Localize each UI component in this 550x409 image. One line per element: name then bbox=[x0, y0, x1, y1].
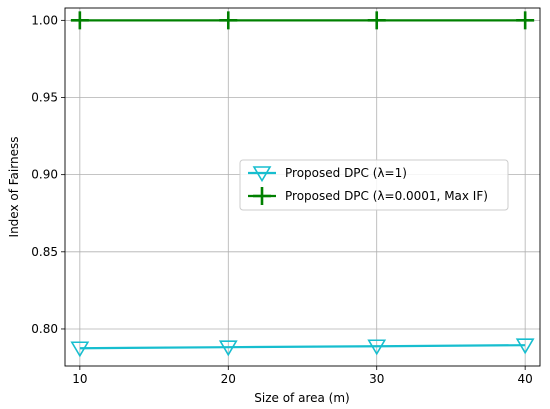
series-1 bbox=[70, 338, 535, 358]
series bbox=[70, 11, 535, 358]
x-tick-label: 40 bbox=[518, 372, 533, 386]
y-tick-label: 0.95 bbox=[31, 91, 58, 105]
legend: Proposed DPC (λ=1) Proposed DPC (λ=0.0001… bbox=[239, 159, 509, 211]
x-axis-ticks: 10 20 30 40 bbox=[72, 366, 533, 386]
legend-box bbox=[239, 159, 509, 211]
y-axis-ticks: 0.80 0.85 0.90 0.95 1.00 bbox=[31, 13, 65, 336]
y-tick-label: 0.85 bbox=[31, 245, 58, 259]
legend-entry: Proposed DPC (λ=0.0001, Max IF) bbox=[248, 187, 488, 205]
x-tick-label: 30 bbox=[369, 372, 384, 386]
legend-marker bbox=[252, 166, 272, 183]
data-point bbox=[218, 340, 238, 357]
data-point bbox=[516, 11, 535, 30]
data-point bbox=[515, 338, 535, 355]
data-point bbox=[367, 11, 386, 30]
data-point bbox=[367, 339, 387, 356]
x-tick-label: 10 bbox=[72, 372, 87, 386]
y-axis-label: Index of Fairness bbox=[7, 137, 21, 238]
x-tick-label: 20 bbox=[221, 372, 236, 386]
series-2 bbox=[70, 11, 535, 30]
legend-entry: Proposed DPC (λ=1) bbox=[248, 166, 407, 183]
legend-marker bbox=[253, 187, 271, 205]
legend-label: Proposed DPC (λ=1) bbox=[285, 166, 407, 180]
data-point bbox=[219, 11, 238, 30]
y-tick-label: 1.00 bbox=[31, 13, 58, 27]
data-point bbox=[70, 11, 89, 30]
data-point bbox=[70, 341, 90, 358]
legend-label: Proposed DPC (λ=0.0001, Max IF) bbox=[285, 189, 488, 203]
x-axis-label: Size of area (m) bbox=[254, 391, 349, 405]
plot-area-frame bbox=[64, 7, 541, 367]
series-line bbox=[79, 344, 526, 350]
y-tick-label: 0.90 bbox=[31, 168, 58, 182]
y-tick-label: 0.80 bbox=[31, 322, 58, 336]
